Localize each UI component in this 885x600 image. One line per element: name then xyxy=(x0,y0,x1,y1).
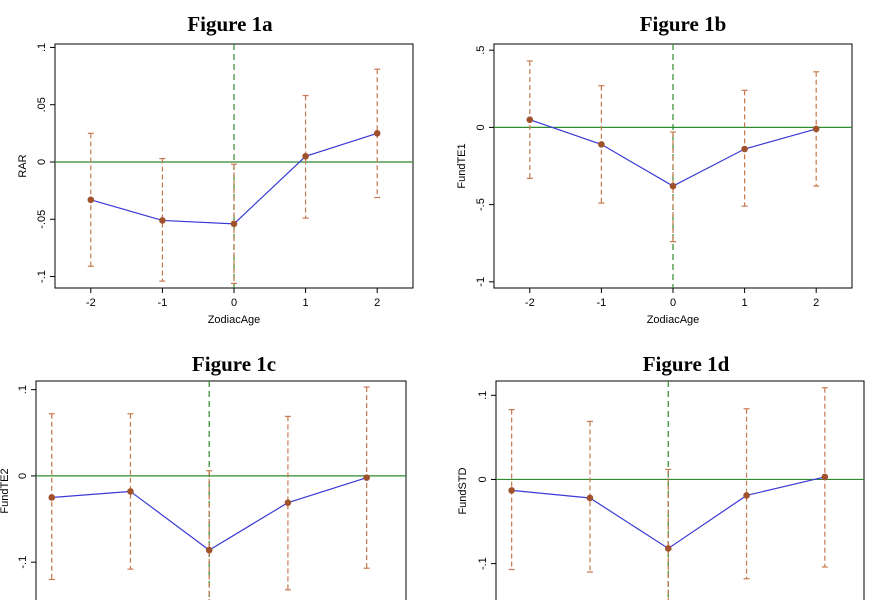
data-point xyxy=(812,125,820,133)
data-point xyxy=(373,130,381,137)
x-tick-label: 1 xyxy=(303,297,309,309)
y-tick-label: .5 xyxy=(475,46,487,55)
chart-figure-1d: .1 0 -.1 FundSTD xyxy=(457,380,865,600)
y-tick-label: -.5 xyxy=(475,198,487,211)
y-tick-label: -1 xyxy=(475,277,487,287)
data-point xyxy=(205,546,213,554)
x-tick-label: 0 xyxy=(231,297,237,309)
data-point xyxy=(48,494,56,501)
y-tick-label: 0 xyxy=(17,473,29,479)
y-axis-label: FundTE1 xyxy=(456,143,468,188)
x-tick-label: -1 xyxy=(158,297,168,309)
y-tick-label: .05 xyxy=(36,97,48,112)
data-point xyxy=(302,152,309,160)
data-point xyxy=(508,487,515,494)
data-point xyxy=(230,220,238,228)
figure-title-1a: Figure 1a xyxy=(187,12,273,36)
data-point xyxy=(87,196,95,204)
data-point xyxy=(743,492,750,499)
x-axis-label: ZodiacAge xyxy=(647,314,700,326)
y-tick-label: -.05 xyxy=(36,210,48,229)
x-tick-label: -1 xyxy=(597,297,607,309)
y-axis-label: RAR xyxy=(17,154,29,177)
y-tick-label: -.1 xyxy=(17,556,29,569)
data-point xyxy=(526,116,534,123)
x-tick-label: -2 xyxy=(86,297,96,309)
y-axis-label: FundTE2 xyxy=(0,468,11,513)
data-point xyxy=(741,145,748,153)
x-tick-label: 2 xyxy=(813,297,819,309)
data-point xyxy=(821,473,829,481)
y-tick-label: .1 xyxy=(36,43,48,52)
data-point xyxy=(284,499,292,506)
data-point xyxy=(586,494,594,502)
plot-frame xyxy=(35,380,407,600)
figure-title-1d: Figure 1d xyxy=(642,352,730,376)
x-tick-label: 1 xyxy=(742,297,748,309)
y-tick-label: .1 xyxy=(17,385,29,394)
figure-title-1c: Figure 1c xyxy=(191,352,277,376)
data-point xyxy=(664,545,672,552)
plot-frame xyxy=(495,380,865,600)
data-point xyxy=(363,474,370,481)
data-point xyxy=(598,141,605,148)
y-axis-label: FundSTD xyxy=(457,467,469,514)
x-tick-label: 0 xyxy=(670,297,676,309)
data-point xyxy=(159,217,166,224)
data-point xyxy=(127,488,134,495)
y-tick-label: -.1 xyxy=(36,270,48,283)
y-tick-label: 0 xyxy=(477,476,489,482)
y-tick-label: 0 xyxy=(475,124,487,130)
y-tick-label: 0 xyxy=(36,159,48,165)
y-tick-label: -.1 xyxy=(477,557,489,570)
chart-figure-1c: .1 0 -.1 FundTE2 xyxy=(0,380,407,600)
figure-title-1b: Figure 1b xyxy=(639,12,727,36)
x-axis-label: ZodiacAge xyxy=(208,314,261,326)
x-tick-label: 2 xyxy=(374,297,380,309)
y-tick-label: .1 xyxy=(477,391,489,400)
chart-figure-1b: .5 0 -.5 -1 -2 -1 0 1 2 FundTE1 ZodiacAge xyxy=(456,43,853,326)
data-point xyxy=(669,182,677,190)
chart-figure-1a: .1 .05 0 -.05 -.1 -2 -1 0 1 2 RAR ZodiacAge xyxy=(17,43,414,326)
x-tick-label: -2 xyxy=(525,297,535,309)
